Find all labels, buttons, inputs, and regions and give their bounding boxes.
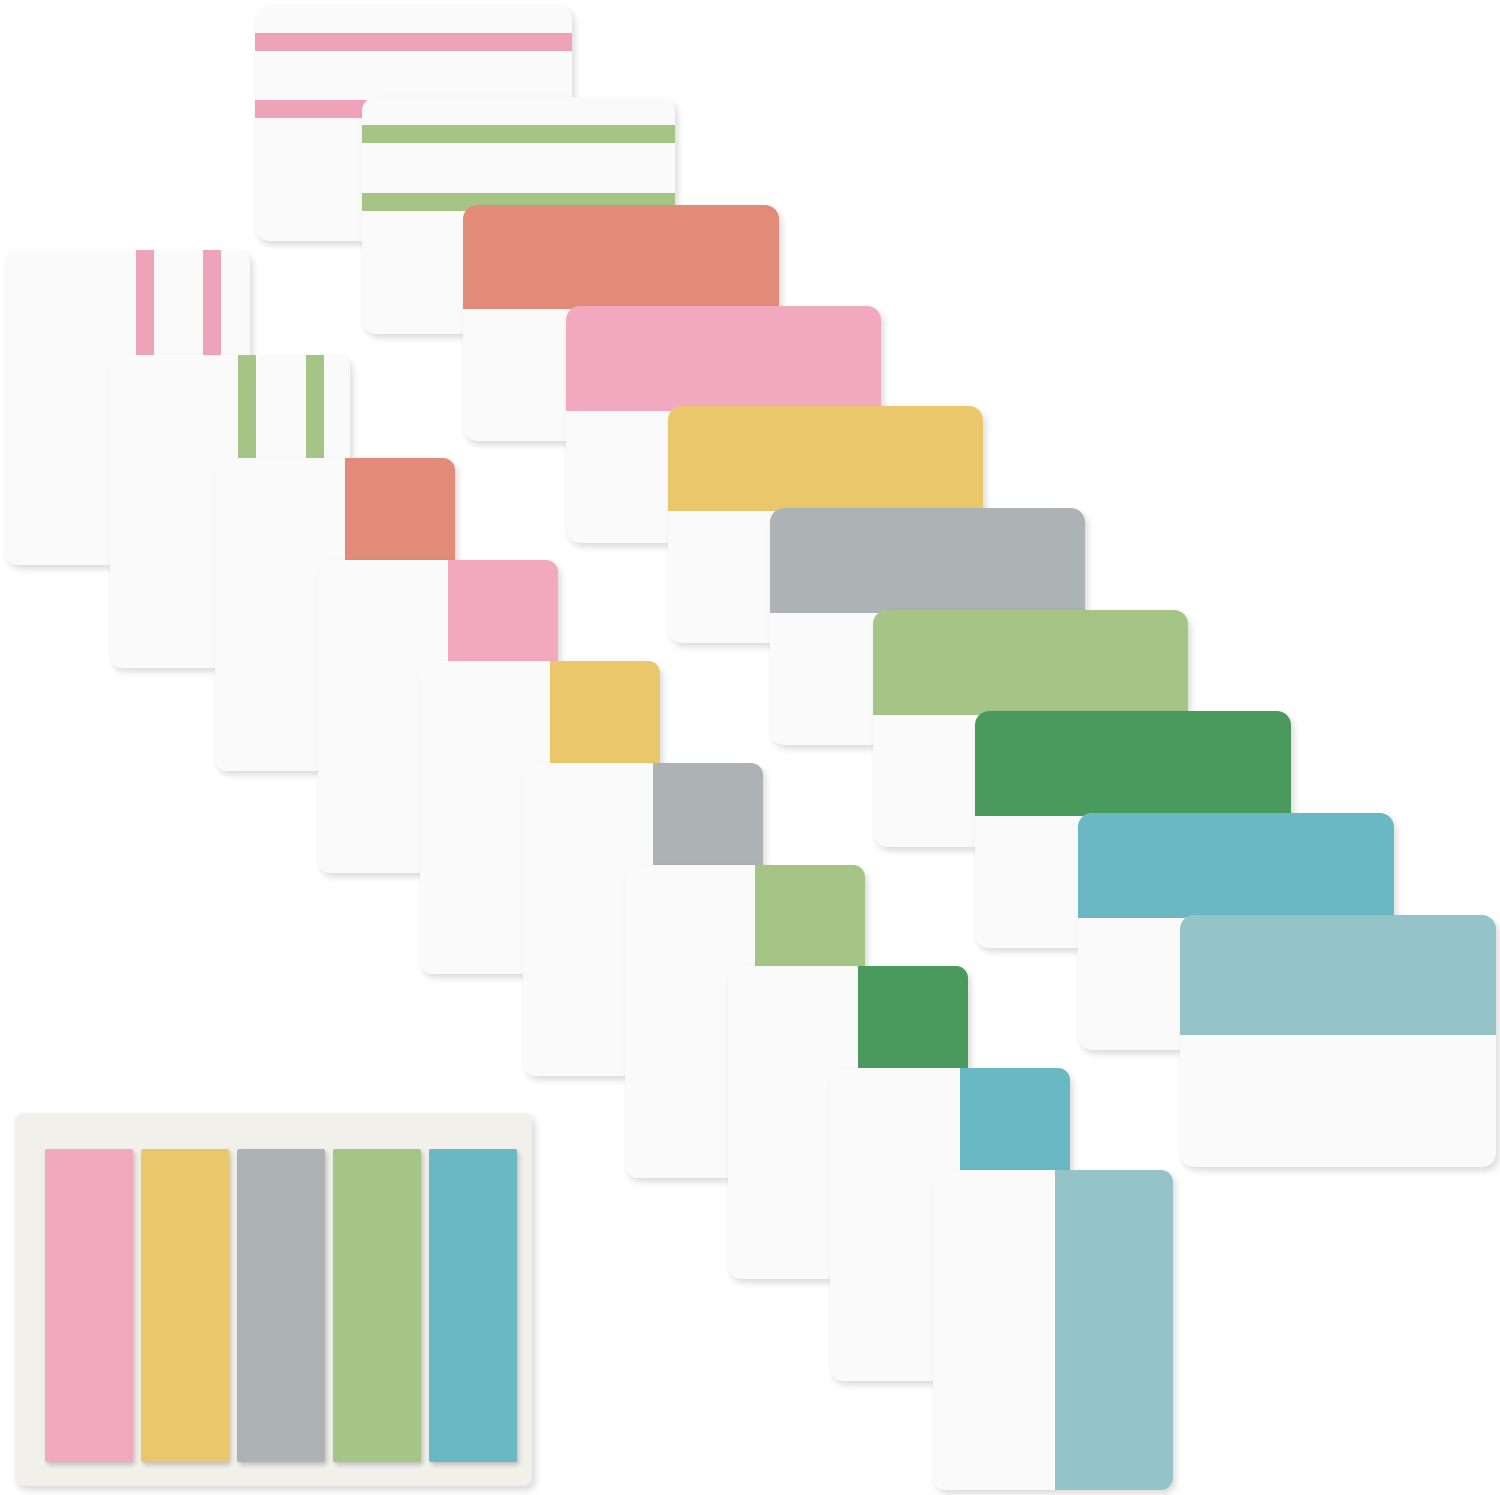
pink-landscape-tab-color-band [566, 306, 881, 411]
green-light-landscape-tab-color-band [873, 610, 1188, 715]
green-light-portrait-tab-color-band [755, 865, 865, 975]
teal-light-landscape-tab-color-band [1180, 915, 1496, 1035]
package-strip-pink[interactable] [45, 1149, 133, 1462]
pink-striped-landscape-flag-stripe-1 [255, 33, 572, 51]
green-striped-landscape-flag-stripe-1 [362, 125, 675, 143]
teal-portrait-tab-color-band [960, 1068, 1070, 1178]
yellow-landscape-tab-color-band [668, 406, 983, 511]
package-strip-gray[interactable] [237, 1149, 325, 1462]
yellow-portrait-tab-color-band [550, 661, 660, 771]
package-strip-teal[interactable] [429, 1149, 517, 1462]
pink-portrait-tab-color-band [448, 560, 558, 670]
teal-light-portrait-tab[interactable] [933, 1170, 1173, 1490]
coral-landscape-tab-color-band [463, 205, 779, 309]
green-dark-landscape-tab-color-band [975, 711, 1291, 816]
package-strip-yellow[interactable] [141, 1149, 229, 1462]
tab-package-tray [15, 1113, 532, 1486]
gray-portrait-tab-color-band [653, 763, 763, 873]
teal-light-portrait-tab-color-band [1055, 1170, 1173, 1490]
coral-portrait-tab-color-band [345, 458, 455, 568]
teal-landscape-tab-color-band [1078, 813, 1394, 918]
green-dark-portrait-tab-color-band [858, 966, 968, 1076]
gray-landscape-tab-color-band [770, 508, 1085, 613]
teal-light-landscape-tab[interactable] [1180, 915, 1496, 1167]
package-strip-green-light[interactable] [333, 1149, 421, 1462]
